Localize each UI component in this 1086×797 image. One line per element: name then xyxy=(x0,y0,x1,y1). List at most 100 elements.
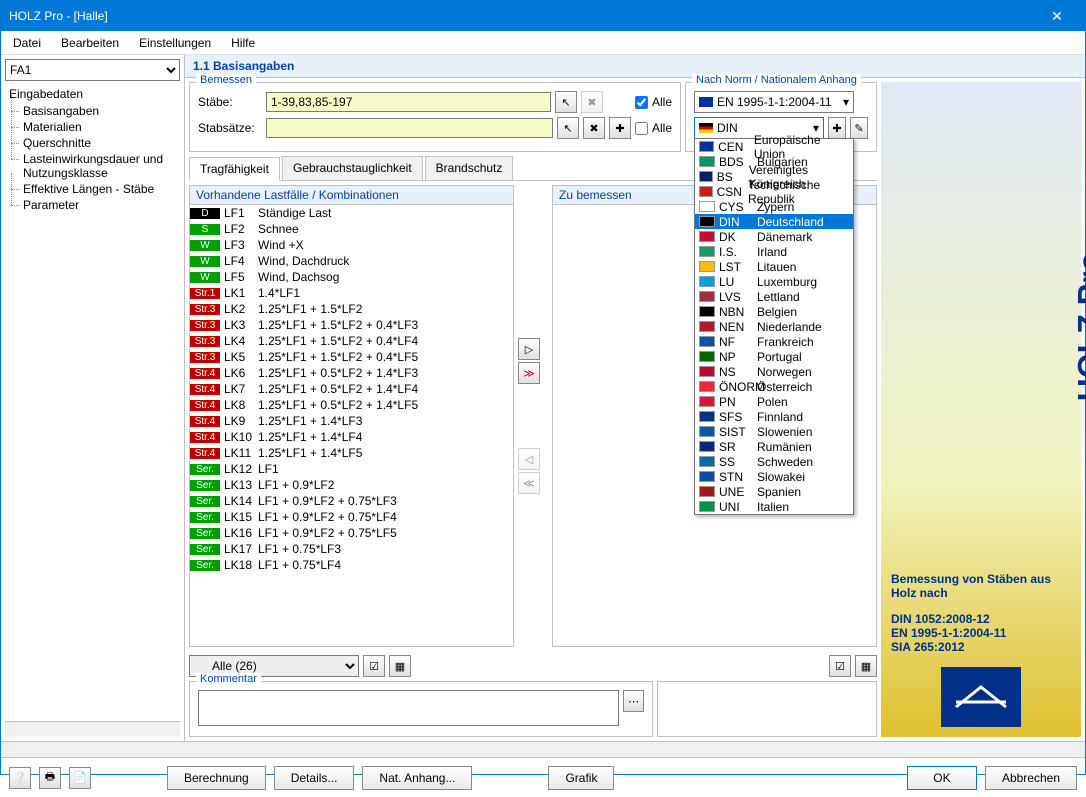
tree-root[interactable]: Eingabedaten xyxy=(5,85,180,103)
loadcase-row[interactable]: Str.4LK111.25*LF1 + 1.4*LF5 xyxy=(190,445,513,461)
edit-annex-icon[interactable]: ✎ xyxy=(850,117,868,139)
annex-option[interactable]: UNIItalien xyxy=(695,499,853,514)
loadcase-row[interactable]: WLF5Wind, Dachsog xyxy=(190,269,513,285)
kommentar-pick-icon[interactable]: ⋯ xyxy=(623,690,644,712)
loadcase-row[interactable]: Str.4LK61.25*LF1 + 0.5*LF2 + 1.4*LF3 xyxy=(190,365,513,381)
annex-option[interactable]: NSNorwegen xyxy=(695,364,853,379)
annex-option[interactable]: NBNBelgien xyxy=(695,304,853,319)
close-icon[interactable]: ✕ xyxy=(1037,8,1077,25)
new-set-icon[interactable]: ✚ xyxy=(609,117,631,139)
alle-sets-checkbox[interactable] xyxy=(635,122,648,135)
import-icon[interactable]: 📄 xyxy=(69,767,91,789)
flag-icon xyxy=(699,171,713,182)
alle-staebe-checkbox[interactable] xyxy=(635,96,648,109)
annex-option[interactable]: LSTLitauen xyxy=(695,259,853,274)
loadcase-row[interactable]: Ser.LK13LF1 + 0.9*LF2 xyxy=(190,477,513,493)
annex-name: Norwegen xyxy=(757,365,812,379)
loadcase-row[interactable]: Ser.LK18LF1 + 0.75*LF4 xyxy=(190,557,513,573)
loadcase-row[interactable]: Str.3LK21.25*LF1 + 1.5*LF2 xyxy=(190,301,513,317)
pick-sets-icon[interactable]: ↖ xyxy=(557,117,579,139)
help-icon[interactable]: ❔ xyxy=(9,767,31,789)
tree-item[interactable]: Basisangaben xyxy=(5,103,180,119)
loadcase-row[interactable]: WLF4Wind, Dachdruck xyxy=(190,253,513,269)
annex-option[interactable]: NPPortugal xyxy=(695,349,853,364)
loadcase-row[interactable]: Str.4LK81.25*LF1 + 0.5*LF2 + 1.4*LF5 xyxy=(190,397,513,413)
loadcase-id: LF3 xyxy=(222,238,258,252)
annex-option[interactable]: SRRumänien xyxy=(695,439,853,454)
loadcase-row[interactable]: DLF1Ständige Last xyxy=(190,205,513,221)
kommentar-input[interactable] xyxy=(198,690,619,726)
abbrechen-button[interactable]: Abbrechen xyxy=(985,766,1077,790)
tab-tragfaehigkeit[interactable]: Tragfähigkeit xyxy=(189,157,280,181)
select-all-right-icon[interactable]: ▦ xyxy=(855,655,877,677)
menu-einstellungen[interactable]: Einstellungen xyxy=(131,34,219,52)
loadcase-row[interactable]: Str.3LK51.25*LF1 + 1.5*LF2 + 0.4*LF5 xyxy=(190,349,513,365)
annex-code: UNI xyxy=(719,500,757,514)
annex-option[interactable]: CSNTschechische Republik xyxy=(695,184,853,199)
annex-option[interactable]: I.S.Irland xyxy=(695,244,853,259)
loadcase-row[interactable]: Str.4LK91.25*LF1 + 1.4*LF3 xyxy=(190,413,513,429)
loadcase-row[interactable]: Str.4LK101.25*LF1 + 1.4*LF4 xyxy=(190,429,513,445)
loadcase-id: LF5 xyxy=(222,270,258,284)
loadcase-row[interactable]: Ser.LK12LF1 xyxy=(190,461,513,477)
brand-text: HOLZ Pro xyxy=(1071,252,1086,401)
loadcase-row[interactable]: Str.3LK41.25*LF1 + 1.5*LF2 + 0.4*LF4 xyxy=(190,333,513,349)
ok-button[interactable]: OK xyxy=(907,766,977,790)
add-all-icon[interactable]: ≫ xyxy=(518,362,540,384)
tree-item[interactable]: Querschnitte xyxy=(5,135,180,151)
tree-item[interactable]: Effektive Längen - Stäbe xyxy=(5,181,180,197)
annex-option[interactable]: LVSLettland xyxy=(695,289,853,304)
annex-option[interactable]: LULuxemburg xyxy=(695,274,853,289)
loadcase-row[interactable]: WLF3Wind +X xyxy=(190,237,513,253)
annex-option[interactable]: NFFrankreich xyxy=(695,334,853,349)
tree-item[interactable]: Parameter xyxy=(5,197,180,213)
annex-option[interactable]: UNESpanien xyxy=(695,484,853,499)
grafik-button[interactable]: Grafik xyxy=(548,766,614,790)
loadcase-row[interactable]: Ser.LK14LF1 + 0.9*LF2 + 0.75*LF3 xyxy=(190,493,513,509)
annex-option[interactable]: DKDänemark xyxy=(695,229,853,244)
pick-staebe-icon[interactable]: ↖ xyxy=(555,91,577,113)
tree-item[interactable]: Lasteinwirkungsdauer und Nutzungsklasse xyxy=(5,151,180,181)
annex-option[interactable]: SSSchweden xyxy=(695,454,853,469)
add-one-icon[interactable]: ▷ xyxy=(518,338,540,360)
loadcase-row[interactable]: Ser.LK15LF1 + 0.9*LF2 + 0.75*LF4 xyxy=(190,509,513,525)
case-selector[interactable]: FA1 xyxy=(5,59,180,81)
annex-option[interactable]: SFSFinnland xyxy=(695,409,853,424)
berechnung-button[interactable]: Berechnung xyxy=(167,766,266,790)
stabsaetze-input[interactable] xyxy=(266,118,553,138)
details-button[interactable]: Details... xyxy=(274,766,355,790)
check-all-icon[interactable]: ☑ xyxy=(363,655,385,677)
loadcase-tag: Ser. xyxy=(190,512,220,523)
hscroll-left[interactable] xyxy=(5,721,180,737)
loadcase-tag: Str.3 xyxy=(190,352,220,363)
annex-option[interactable]: NENNiederlande xyxy=(695,319,853,334)
delete-sets-icon[interactable]: ✖ xyxy=(583,117,605,139)
check-all-right-icon[interactable]: ☑ xyxy=(829,655,851,677)
export-icon[interactable]: 🖶 xyxy=(39,767,61,789)
hscroll-main[interactable] xyxy=(1,741,1085,757)
annex-option[interactable]: ÖNORMÖsterreich xyxy=(695,379,853,394)
annex-option[interactable]: STNSlowakei xyxy=(695,469,853,484)
tree-item[interactable]: Materialien xyxy=(5,119,180,135)
annex-option[interactable]: CENEuropäische Union xyxy=(695,139,853,154)
tab-gebrauchstauglichkeit[interactable]: Gebrauchstauglichkeit xyxy=(282,156,423,180)
annex-code: SIST xyxy=(719,425,757,439)
loadcase-row[interactable]: Str.3LK31.25*LF1 + 1.5*LF2 + 0.4*LF3 xyxy=(190,317,513,333)
select-all-icon[interactable]: ▦ xyxy=(389,655,411,677)
loadcase-row[interactable]: Str.1LK11.4*LF1 xyxy=(190,285,513,301)
loadcase-row[interactable]: Str.4LK71.25*LF1 + 0.5*LF2 + 1.4*LF4 xyxy=(190,381,513,397)
annex-option[interactable]: SISTSlowenien xyxy=(695,424,853,439)
loadcase-row[interactable]: Ser.LK16LF1 + 0.9*LF2 + 0.75*LF5 xyxy=(190,525,513,541)
annex-dropdown[interactable]: CENEuropäische UnionBDSBulgarienBSVerein… xyxy=(694,138,854,515)
loadcase-row[interactable]: Ser.LK17LF1 + 0.75*LF3 xyxy=(190,541,513,557)
standard-select[interactable]: EN 1995-1-1:2004-11 ▾ xyxy=(694,91,854,113)
staebe-input[interactable] xyxy=(266,92,551,112)
menu-bearbeiten[interactable]: Bearbeiten xyxy=(53,34,127,52)
annex-option[interactable]: PNPolen xyxy=(695,394,853,409)
nat-anhang-button[interactable]: Nat. Anhang... xyxy=(362,766,472,790)
tab-brandschutz[interactable]: Brandschutz xyxy=(425,156,514,180)
loadcase-row[interactable]: SLF2Schnee xyxy=(190,221,513,237)
menu-hilfe[interactable]: Hilfe xyxy=(223,34,263,52)
menu-datei[interactable]: Datei xyxy=(5,34,49,52)
annex-option[interactable]: DINDeutschland xyxy=(695,214,853,229)
